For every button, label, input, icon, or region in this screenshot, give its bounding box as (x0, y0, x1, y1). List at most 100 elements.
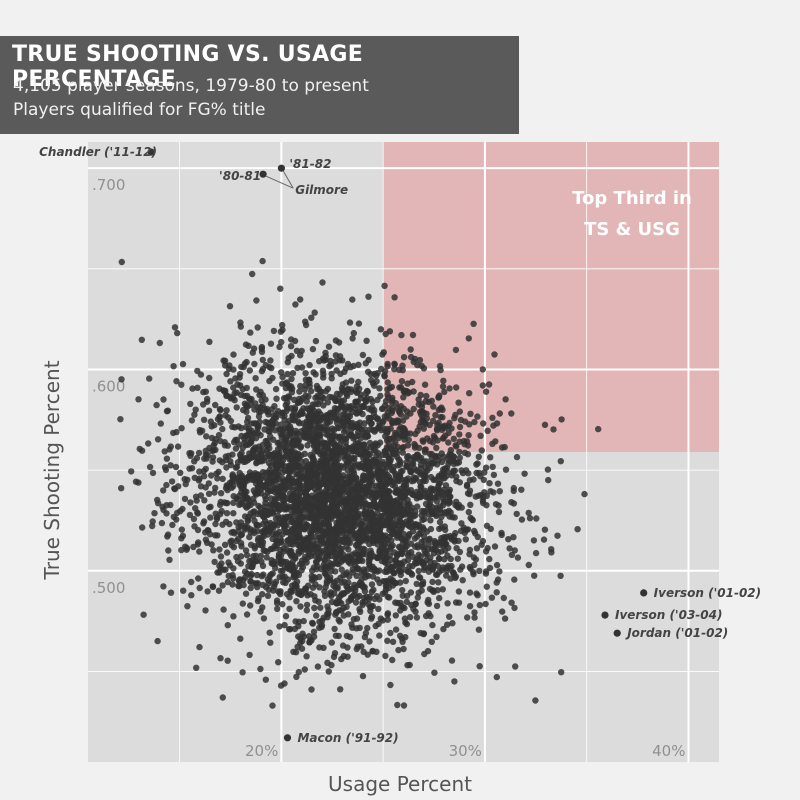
data-point (397, 476, 405, 483)
data-point (350, 362, 357, 370)
data-point (392, 626, 400, 633)
data-point (274, 439, 281, 447)
data-point (237, 540, 245, 547)
data-point (416, 356, 424, 364)
data-point (230, 565, 237, 572)
data-point (444, 600, 451, 607)
data-point (236, 577, 243, 584)
data-point (463, 482, 471, 490)
data-point (449, 620, 456, 627)
data-point (338, 566, 345, 573)
data-point (387, 681, 394, 689)
data-point (441, 556, 448, 563)
data-point (295, 450, 302, 458)
x-tick-label: 30% (449, 742, 482, 760)
title-box: TRUE SHOOTING VS. USAGE PERCENTAGE 4,105… (0, 36, 519, 134)
data-point (352, 497, 360, 504)
data-point (456, 448, 463, 456)
data-point (292, 582, 300, 589)
data-point (219, 459, 226, 466)
data-point (365, 450, 372, 457)
data-point (427, 486, 434, 494)
data-point (345, 418, 352, 425)
data-point (348, 479, 355, 486)
data-point (386, 545, 394, 553)
data-point (525, 561, 532, 569)
data-point (482, 568, 490, 575)
data-point (371, 566, 379, 574)
data-point (302, 540, 310, 547)
data-point (287, 534, 294, 542)
data-point (285, 565, 292, 573)
data-point (381, 486, 389, 494)
data-point (415, 453, 422, 461)
data-point (347, 423, 354, 430)
data-point (259, 562, 267, 570)
data-point (316, 584, 323, 591)
data-point (447, 509, 454, 516)
region-label-line-1: Top Third in (572, 188, 692, 209)
data-point (397, 519, 404, 526)
data-point (326, 577, 333, 584)
data-point (375, 528, 382, 535)
data-point (204, 395, 211, 403)
data-point (442, 465, 449, 473)
data-point (328, 370, 335, 378)
data-point (437, 366, 444, 374)
data-point (413, 614, 421, 621)
data-point (526, 515, 534, 522)
data-point (433, 444, 440, 452)
data-point (455, 599, 463, 606)
data-point (315, 512, 322, 519)
data-point (232, 445, 240, 452)
data-point (332, 456, 339, 464)
data-point (201, 497, 208, 504)
data-point (474, 460, 481, 467)
data-point (506, 545, 513, 552)
data-point (366, 502, 373, 509)
data-point (416, 574, 423, 581)
data-point (216, 406, 224, 413)
data-point (315, 598, 322, 605)
data-point (467, 501, 474, 508)
data-point (502, 466, 510, 473)
data-point (279, 601, 286, 608)
data-point (250, 476, 257, 483)
data-point (291, 625, 299, 633)
data-point (510, 484, 517, 492)
data-point (350, 535, 357, 542)
data-point (353, 645, 360, 653)
data-point (447, 555, 454, 563)
data-point (313, 612, 320, 619)
data-point (254, 528, 261, 535)
data-point (154, 436, 162, 443)
data-point (348, 621, 355, 628)
data-point (420, 425, 427, 432)
data-point (415, 551, 422, 558)
data-point (205, 490, 213, 497)
data-point (246, 533, 253, 541)
data-point (296, 388, 303, 395)
data-point (407, 467, 415, 474)
data-point (247, 329, 254, 336)
data-point (443, 533, 450, 540)
data-point (332, 483, 339, 491)
data-point (381, 282, 388, 289)
data-point (253, 571, 261, 579)
data-point (471, 614, 478, 621)
data-point (384, 637, 391, 644)
data-point (422, 477, 429, 484)
data-point (194, 367, 201, 375)
data-point (265, 411, 272, 418)
data-point (249, 270, 256, 278)
data-point (309, 481, 316, 489)
data-point (397, 489, 404, 497)
data-point (325, 492, 333, 499)
data-point (245, 425, 252, 432)
data-point (392, 522, 399, 529)
data-point (288, 375, 295, 383)
data-point (418, 507, 426, 515)
data-point (412, 601, 419, 608)
data-point (223, 407, 230, 414)
data-point (317, 397, 324, 404)
